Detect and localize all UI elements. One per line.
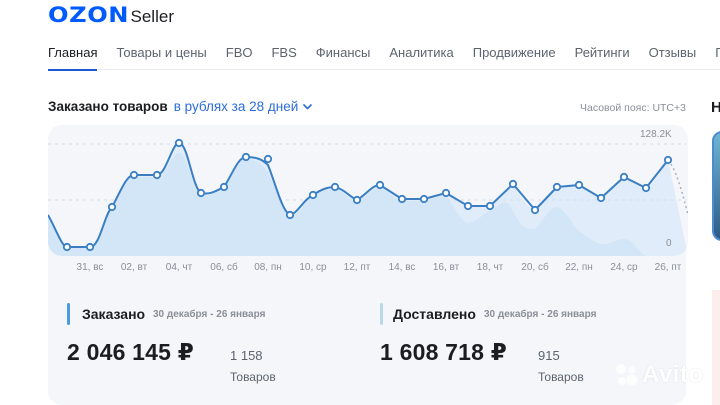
ozon-seller-logo[interactable]: OZON Seller: [48, 3, 174, 27]
avito-watermark: Avito: [612, 361, 704, 389]
x-tick-label: 14, вс: [388, 262, 416, 273]
orders-chart[interactable]: [48, 125, 688, 260]
stat-delivered-count: 915: [538, 348, 560, 363]
avito-watermark-text: Avito: [642, 361, 704, 388]
right-panel-edge: [712, 290, 720, 405]
x-tick-label: 31, вс: [76, 262, 104, 273]
stat-ordered-count: 1 158: [230, 348, 263, 363]
chart-header: Заказано товаров в рублях за 28 дней: [48, 99, 313, 114]
tab-more-truncated[interactable]: При: [715, 45, 720, 60]
stat-ordered-count-label: Товаров: [230, 370, 276, 384]
chart-title: Заказано товаров: [48, 99, 168, 114]
x-tick-label: 10, ср: [299, 262, 327, 273]
tab-home[interactable]: Главная: [48, 44, 98, 71]
stat-ordered-title: Заказано: [82, 306, 146, 322]
chevron-down-icon: [303, 103, 313, 109]
tab-fbo[interactable]: FBO: [225, 45, 253, 60]
x-tick-label: 12, пт: [343, 262, 371, 273]
x-tick-label: 04, чт: [165, 262, 193, 273]
logo-product: Seller: [130, 7, 174, 26]
right-panel-title: Н: [711, 99, 720, 116]
stat-delivered-title: Доставлено: [393, 306, 476, 322]
x-tick-label: 24, ср: [610, 262, 638, 273]
tab-products-prices[interactable]: Товары и цены: [116, 45, 207, 60]
x-tick-label: 16, вт: [432, 262, 460, 273]
stat-ordered-indicator: [67, 303, 70, 325]
tab-analytics[interactable]: Аналитика: [389, 45, 454, 60]
ordered-area: [48, 143, 688, 256]
x-tick-label: 26, пт: [654, 262, 682, 273]
stat-ordered-period: 30 декабря - 26 января: [153, 309, 266, 320]
x-tick-label: 02, вт: [120, 262, 148, 273]
y-axis-max-label: 128.2K: [640, 129, 672, 140]
main-nav: Главная Товары и цены FBO FBS Финансы Ан…: [48, 44, 720, 71]
tab-promotion[interactable]: Продвижение: [472, 45, 556, 60]
avito-logo-icon: [616, 364, 638, 386]
x-tick-label: 20, сб: [521, 262, 549, 273]
stat-delivered-indicator: [380, 303, 383, 325]
stat-delivered-count-label: Товаров: [538, 370, 584, 384]
logo-brand: OZON: [48, 3, 130, 27]
tab-finance[interactable]: Финансы: [315, 45, 371, 60]
x-tick-label: 22, пн: [565, 262, 593, 273]
stat-delivered-amount: 1 608 718 ₽: [380, 339, 507, 365]
stat-ordered-amount: 2 046 145 ₽: [67, 339, 194, 365]
right-panel-banner[interactable]: [712, 131, 720, 241]
x-tick-label: 18, чт: [476, 262, 504, 273]
tab-ratings[interactable]: Рейтинги: [574, 45, 630, 60]
period-dropdown[interactable]: в рублях за 28 дней: [174, 99, 313, 114]
x-tick-label: 06, сб: [210, 262, 238, 273]
tab-fbs[interactable]: FBS: [271, 45, 297, 60]
data-points: [62, 138, 673, 252]
x-axis: 31, вс 02, вт 04, чт 06, сб 08, пн 10, с…: [48, 262, 688, 278]
x-tick-label: 08, пн: [254, 262, 282, 273]
stat-delivered-period: 30 декабря - 26 января: [484, 309, 597, 320]
tab-reviews[interactable]: Отзывы: [648, 45, 697, 60]
y-axis-min-label: 0: [666, 238, 672, 249]
timezone-label: Часовой пояс: UTC+3: [580, 102, 686, 114]
period-dropdown-label: в рублях за 28 дней: [173, 99, 299, 114]
